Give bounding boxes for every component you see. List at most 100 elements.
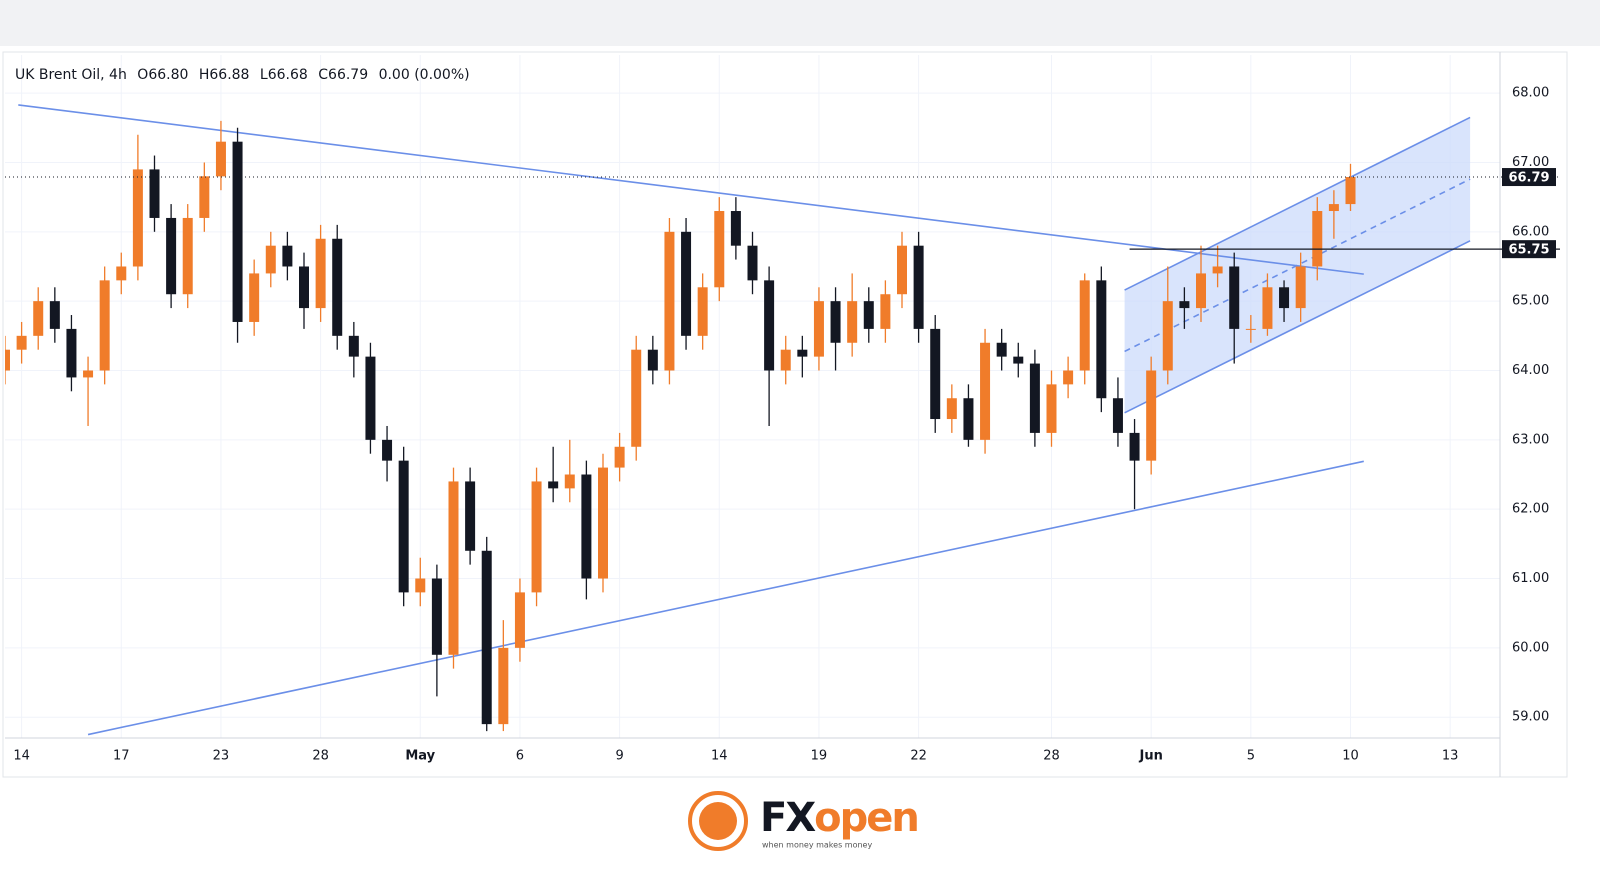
candle-body <box>448 481 459 655</box>
ohlc-open: O66.80 <box>137 67 188 83</box>
price-label-box <box>1502 240 1556 259</box>
candle-body <box>1112 398 1123 433</box>
y-tick-label: 63.00 <box>1512 432 1549 447</box>
candle-body <box>797 349 808 357</box>
candle-body <box>49 301 60 329</box>
logo-fx: FX <box>760 795 816 841</box>
candle-body <box>33 301 44 336</box>
candle-body <box>382 439 393 461</box>
candle-body <box>1312 211 1323 267</box>
candle-body <box>182 217 193 295</box>
candle-body <box>5 349 10 371</box>
trend-line <box>18 104 1364 275</box>
y-tick-label: 64.00 <box>1512 363 1549 378</box>
logo: FXopen when money makes money <box>688 791 920 851</box>
candle-body <box>847 301 858 343</box>
candle-body <box>1279 287 1290 309</box>
candle-body <box>531 481 542 593</box>
candle-body <box>1196 273 1206 309</box>
candle-body <box>764 280 775 371</box>
candle-body <box>1129 432 1140 461</box>
candle-body <box>730 211 741 246</box>
candle-body <box>813 301 824 357</box>
plot-area <box>5 55 1500 738</box>
channel-lower <box>1124 240 1471 414</box>
x-tick-label: 23 <box>213 749 230 764</box>
candle-body <box>116 266 127 281</box>
candle-body <box>166 217 177 295</box>
candle-body <box>299 266 309 309</box>
candle-body <box>1013 356 1024 364</box>
x-tick-label: 22 <box>910 749 927 764</box>
candle-body <box>498 647 509 725</box>
candle-body <box>332 238 343 336</box>
x-tick-label: 9 <box>615 749 623 764</box>
candle-body <box>282 245 293 267</box>
logo-name: FXopen <box>760 795 918 841</box>
candle-body <box>681 231 692 336</box>
candle-body <box>930 328 941 420</box>
candle-body <box>614 446 625 468</box>
candle-body <box>465 481 476 551</box>
candle-body <box>1295 266 1306 309</box>
candle-body <box>714 211 725 288</box>
top-band <box>0 0 1600 46</box>
candle-body <box>1063 370 1074 385</box>
candle-body <box>647 349 658 371</box>
channel-upper <box>1124 116 1471 291</box>
candle-body <box>963 398 974 440</box>
y-tick-label: 66.00 <box>1512 224 1549 239</box>
ohlc-change: 0.00 (0.00%) <box>379 67 470 83</box>
candle-body <box>1079 280 1090 371</box>
logo-open: open <box>814 795 918 841</box>
logo-icon <box>699 802 737 840</box>
x-tick-label: 28 <box>1043 749 1060 764</box>
candle-body <box>897 245 907 295</box>
x-tick-label: 14 <box>13 749 30 764</box>
candle-body <box>431 578 442 655</box>
y-tick-label: 61.00 <box>1512 571 1549 586</box>
candle-body <box>1328 204 1339 212</box>
candle-body <box>697 287 708 336</box>
price-label: 65.75 <box>1508 243 1549 258</box>
candle-body <box>1162 301 1173 371</box>
x-tick-label: 19 <box>811 749 828 764</box>
candle-body <box>880 294 891 329</box>
candle-body <box>664 231 675 371</box>
price-label-box <box>1502 168 1556 187</box>
candle-body <box>548 481 559 489</box>
candle-body <box>16 335 27 350</box>
x-tick-label: 6 <box>516 749 524 764</box>
candle-body <box>598 467 608 579</box>
candle-body <box>1229 266 1240 329</box>
candle-body <box>514 592 525 648</box>
candle-body <box>1179 301 1190 309</box>
y-tick-label: 67.00 <box>1512 155 1549 170</box>
price-label: 66.79 <box>1508 171 1549 186</box>
candle-body <box>83 370 94 378</box>
ohlc-low: L66.68 <box>260 67 308 83</box>
candle-body <box>581 474 592 579</box>
x-tick-label: 17 <box>113 749 130 764</box>
candle-body <box>980 342 991 440</box>
candle-body <box>132 169 143 267</box>
candle-body <box>215 141 226 177</box>
candle-body <box>1212 266 1223 274</box>
candle-body <box>1262 287 1273 329</box>
candle-body <box>1029 363 1040 433</box>
candle-body <box>348 335 359 357</box>
candle-body <box>398 460 409 593</box>
chart-legend: UK Brent Oil, 4h O66.80 H66.88 L66.68 C6… <box>15 67 470 83</box>
symbol: UK Brent Oil, 4h <box>15 67 127 83</box>
candle-body <box>747 245 758 281</box>
channel-mid <box>1124 178 1471 353</box>
candle-body <box>1146 370 1157 461</box>
candle-body <box>66 328 77 378</box>
candle-body <box>265 245 276 274</box>
candle-body <box>780 349 791 371</box>
x-tick-label: May <box>405 749 435 764</box>
x-tick-label: 28 <box>312 749 329 764</box>
y-tick-label: 59.00 <box>1512 710 1549 725</box>
y-tick-label: 62.00 <box>1512 502 1549 517</box>
